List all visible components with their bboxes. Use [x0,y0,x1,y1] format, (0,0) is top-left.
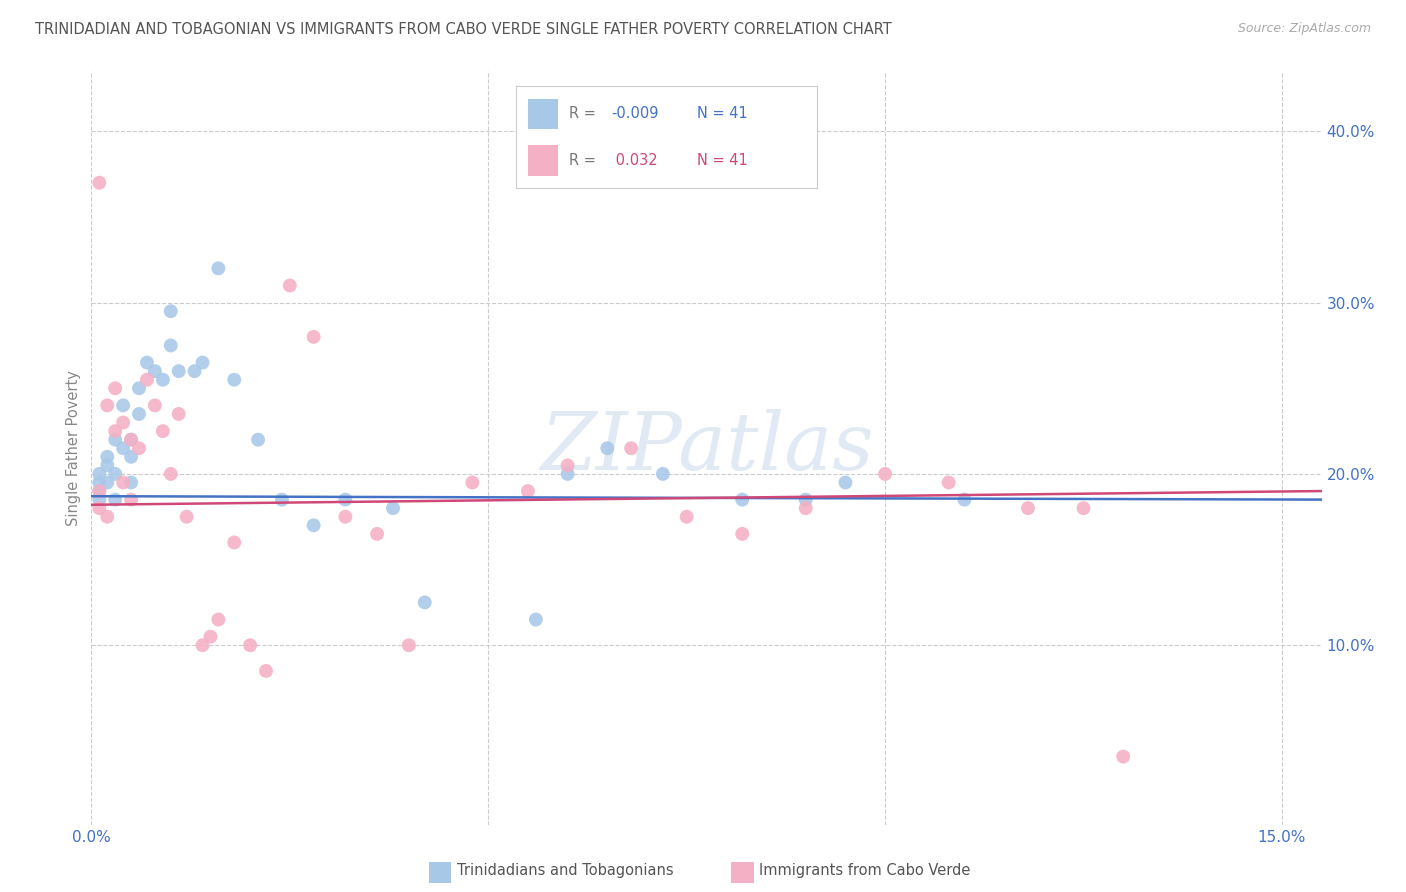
Point [461,475,484,490]
Text: TRINIDADIAN AND TOBAGONIAN VS IMMIGRANTS FROM CABO VERDE SINGLE FATHER POVERTY C: TRINIDADIAN AND TOBAGONIAN VS IMMIGRANTS… [35,22,891,37]
Point [128,442,150,455]
Point [89,467,111,481]
Point [524,613,547,627]
Point [1073,501,1095,516]
Point [89,176,111,190]
Point [200,630,222,644]
Point [651,467,673,481]
Point [167,407,190,421]
Point [207,261,229,276]
Point [120,450,142,464]
Point [176,509,198,524]
Point [335,509,357,524]
Point [104,424,127,438]
Point [128,381,150,395]
Point [96,450,118,464]
Point [335,492,357,507]
Point [675,509,697,524]
Point [302,330,325,344]
Point [834,475,856,490]
Point [143,398,166,412]
Point [620,442,643,455]
Point [112,416,135,430]
Point [596,442,619,455]
Point [104,381,127,395]
Point [104,467,127,481]
Point [731,527,754,541]
Text: Immigrants from Cabo Verde: Immigrants from Cabo Verde [759,863,970,878]
Point [557,458,579,473]
Point [96,398,118,412]
Point [89,484,111,499]
Point [120,433,142,447]
Point [794,501,817,516]
Point [136,373,159,387]
Point [224,535,246,549]
Point [104,433,127,447]
Point [104,492,127,507]
Point [207,613,229,627]
Point [120,492,142,507]
Point [382,501,405,516]
Point [278,278,301,293]
Point [120,433,142,447]
Text: Trinidadians and Tobagonians: Trinidadians and Tobagonians [457,863,673,878]
Y-axis label: Single Father Poverty: Single Father Poverty [66,370,82,526]
Point [96,458,118,473]
Point [247,433,270,447]
Point [398,638,420,652]
Point [875,467,897,481]
Point [794,492,817,507]
Point [239,638,262,652]
Point [152,373,174,387]
Point [413,595,436,609]
Point [938,475,960,490]
Point [143,364,166,378]
Point [366,527,388,541]
Text: Source: ZipAtlas.com: Source: ZipAtlas.com [1237,22,1371,36]
Point [136,355,159,369]
Point [89,484,111,499]
Point [167,364,190,378]
Point [270,492,292,507]
Point [112,398,135,412]
Point [96,509,118,524]
Text: ZIPatlas: ZIPatlas [540,409,873,487]
Point [953,492,976,507]
Point [112,442,135,455]
Point [89,475,111,490]
Point [254,664,277,678]
Point [1112,749,1135,764]
Point [159,304,181,318]
Point [89,492,111,507]
Point [516,484,538,499]
Point [128,407,150,421]
Point [159,467,181,481]
Point [731,492,754,507]
Point [183,364,205,378]
Point [152,424,174,438]
FancyBboxPatch shape [731,862,754,883]
Point [96,475,118,490]
Point [89,501,111,516]
Point [191,638,214,652]
Point [191,355,214,369]
Point [112,475,135,490]
FancyBboxPatch shape [429,862,451,883]
Point [1017,501,1039,516]
Point [302,518,325,533]
Point [120,475,142,490]
Point [557,467,579,481]
Point [159,338,181,352]
Point [224,373,246,387]
